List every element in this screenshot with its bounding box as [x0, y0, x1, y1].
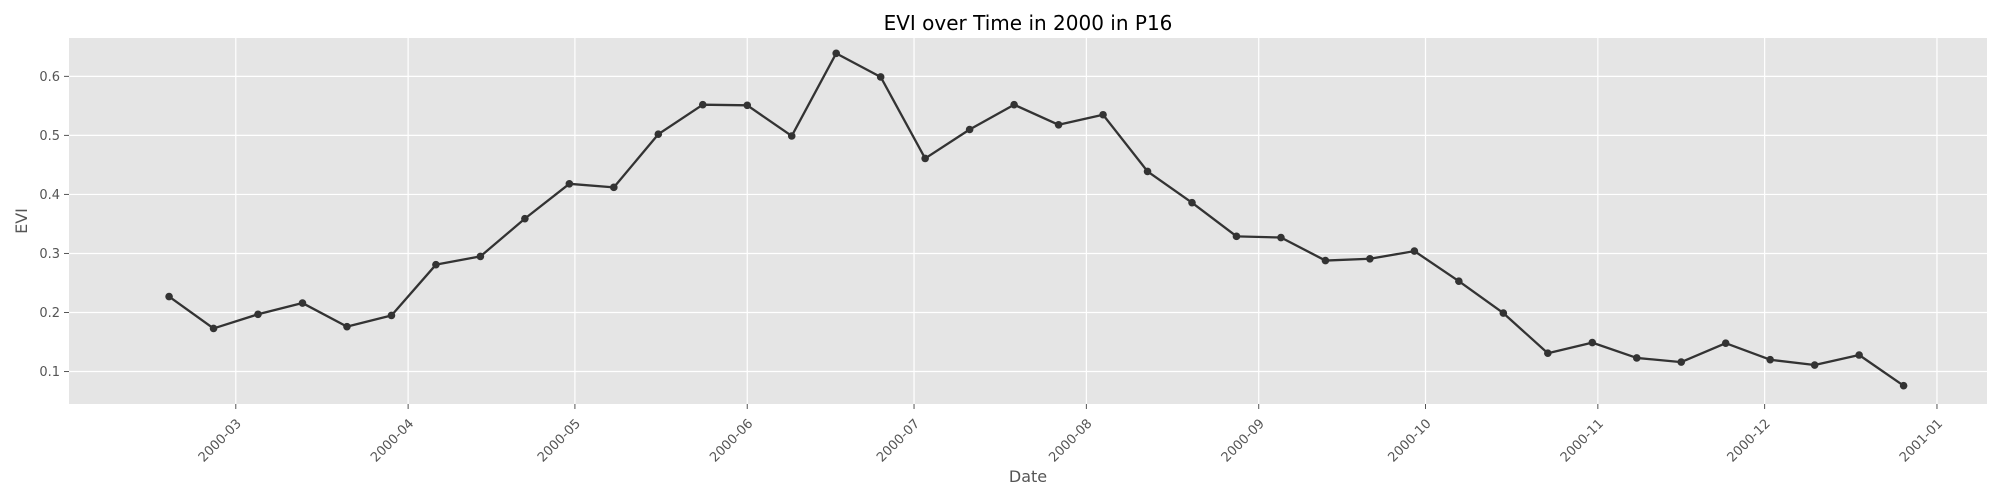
- data-point: [876, 73, 885, 81]
- data-point: [1855, 351, 1863, 359]
- data-point: [1277, 233, 1285, 242]
- x-tick-label: 2000-06: [707, 416, 756, 465]
- y-tick-label: 0.2: [39, 306, 60, 321]
- data-point: [743, 101, 752, 110]
- x-axis-label: Date: [1009, 467, 1047, 486]
- data-point: [1188, 198, 1196, 207]
- data-point: [921, 154, 929, 163]
- data-point: [209, 324, 218, 333]
- data-point: [1677, 358, 1686, 366]
- x-axis-ticks: 2000-03 2000-04 2000-05 2000-06 2000-07 2000-…: [196, 404, 1946, 465]
- data-point: [343, 322, 351, 331]
- data-point: [787, 132, 796, 140]
- data-point: [1010, 100, 1018, 109]
- data-point: [521, 214, 529, 223]
- y-tick-label: 0.3: [39, 247, 60, 262]
- data-point: [654, 130, 663, 139]
- data-point: [165, 292, 173, 301]
- data-point: [1143, 167, 1152, 176]
- data-point: [1810, 361, 1819, 369]
- data-point: [387, 311, 396, 320]
- data-point: [1544, 349, 1552, 358]
- y-tick-label: 0.6: [39, 70, 60, 85]
- data-point: [254, 310, 262, 319]
- data-point: [1632, 354, 1641, 362]
- y-axis-label: EVI: [12, 208, 31, 234]
- data-point: [565, 180, 574, 188]
- data-point: [1410, 247, 1419, 255]
- x-tick-label: 2001-01: [1897, 416, 1946, 465]
- data-point: [610, 183, 618, 192]
- x-tick-label: 2000-07: [874, 416, 923, 465]
- series-line-group: [165, 49, 1908, 390]
- y-tick-label: 0.1: [39, 365, 60, 380]
- grid-lines: [69, 38, 1987, 404]
- series-line: [168, 52, 1905, 387]
- y-tick-label: 0.5: [39, 129, 60, 144]
- x-tick-label: 2000-09: [1219, 416, 1268, 465]
- x-tick-label: 2000-08: [1046, 416, 1095, 465]
- data-point: [1588, 338, 1597, 347]
- x-tick-label: 2000-03: [196, 416, 245, 465]
- data-point: [1232, 232, 1241, 241]
- x-tick-label: 2000-12: [1725, 416, 1774, 465]
- data-point: [298, 299, 307, 307]
- y-axis-ticks: 0.1 0.2 0.3 0.4 0.5 0.6: [39, 70, 69, 380]
- data-point: [832, 49, 840, 58]
- data-point: [1099, 110, 1107, 119]
- plot-background: [69, 38, 1987, 404]
- y-tick-label: 0.4: [39, 188, 60, 203]
- x-tick-label: 2000-11: [1558, 416, 1607, 465]
- data-point: [1366, 254, 1374, 263]
- data-point: [698, 100, 707, 109]
- x-tick-label: 2000-05: [535, 416, 584, 465]
- data-point: [1455, 277, 1463, 286]
- data-point: [1899, 381, 1908, 390]
- x-tick-label: 2000-04: [368, 416, 417, 465]
- data-point: [1321, 256, 1330, 265]
- data-point: [1054, 120, 1063, 129]
- data-point: [1499, 309, 1508, 317]
- data-point: [1721, 339, 1730, 347]
- data-point: [476, 252, 485, 261]
- data-point: [432, 260, 440, 269]
- x-tick-label: 2000-10: [1386, 416, 1435, 465]
- chart-title: EVI over Time in 2000 in P16: [884, 11, 1173, 35]
- data-point: [965, 125, 974, 134]
- data-point: [1766, 355, 1774, 364]
